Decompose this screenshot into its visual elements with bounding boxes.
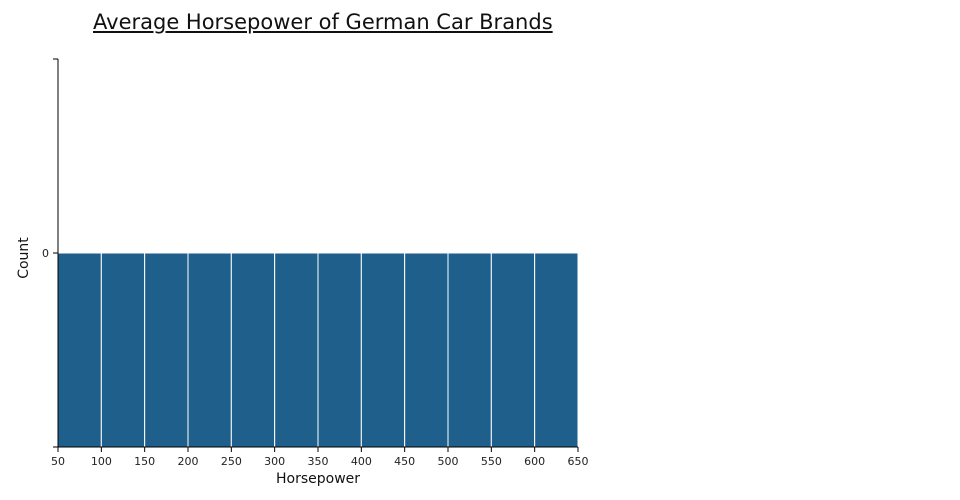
x-tick-label: 150 (134, 455, 155, 468)
histogram-bar (144, 252, 189, 448)
x-tick-label: 600 (524, 455, 545, 468)
histogram-bar (447, 252, 492, 448)
histogram-bar (534, 252, 579, 448)
histogram-bar (490, 252, 536, 448)
x-tick-label: 250 (221, 455, 242, 468)
y-axis-title: Count (16, 237, 32, 279)
y-tick-label: 0 (42, 247, 49, 260)
x-tick-label: 300 (264, 455, 285, 468)
x-tick-label: 650 (568, 455, 589, 468)
x-tick-label: 400 (351, 455, 372, 468)
x-ticks-layer: 50 100 150 200 250 300 350 400 450 500 550 600 650 (51, 447, 589, 468)
chart-title: Average Horsepower of German Car Brands (93, 10, 553, 34)
x-tick-label: 50 (51, 455, 65, 468)
x-tick-label: 450 (394, 455, 415, 468)
x-tick-label: 100 (91, 455, 112, 468)
bars-layer (57, 252, 579, 448)
histogram-bar (274, 252, 319, 448)
histogram-bar (317, 252, 362, 448)
x-tick-label: 200 (178, 455, 199, 468)
x-axis-title: Horsepower (276, 471, 360, 487)
histogram-bar (187, 252, 232, 448)
histogram-bar (360, 252, 406, 448)
histogram-bar (404, 252, 449, 448)
histogram-bar (100, 252, 146, 448)
x-tick-label: 350 (308, 455, 329, 468)
y-ticks-layer: 0 (42, 58, 58, 448)
x-tick-label: 500 (438, 455, 459, 468)
histogram-bar (57, 252, 102, 448)
x-tick-label: 550 (481, 455, 502, 468)
histogram-bar (230, 252, 276, 448)
